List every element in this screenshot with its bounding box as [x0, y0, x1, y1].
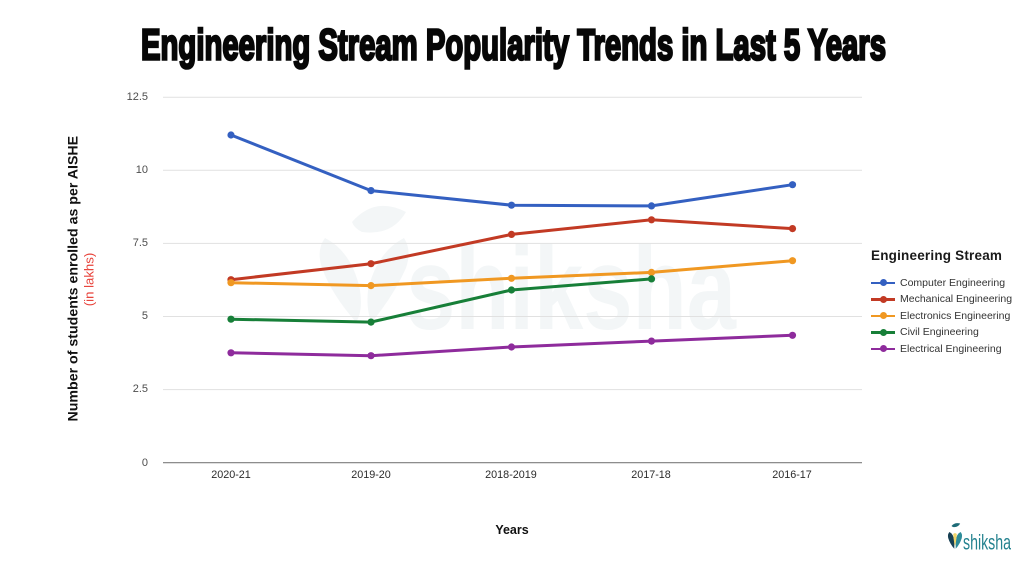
svg-text:Engineering Stream Popularity: Engineering Stream Popularity Trends in … [141, 21, 886, 70]
svg-text:shiksha: shiksha [963, 532, 1011, 555]
svg-text:shiksha: shiksha [406, 223, 737, 355]
